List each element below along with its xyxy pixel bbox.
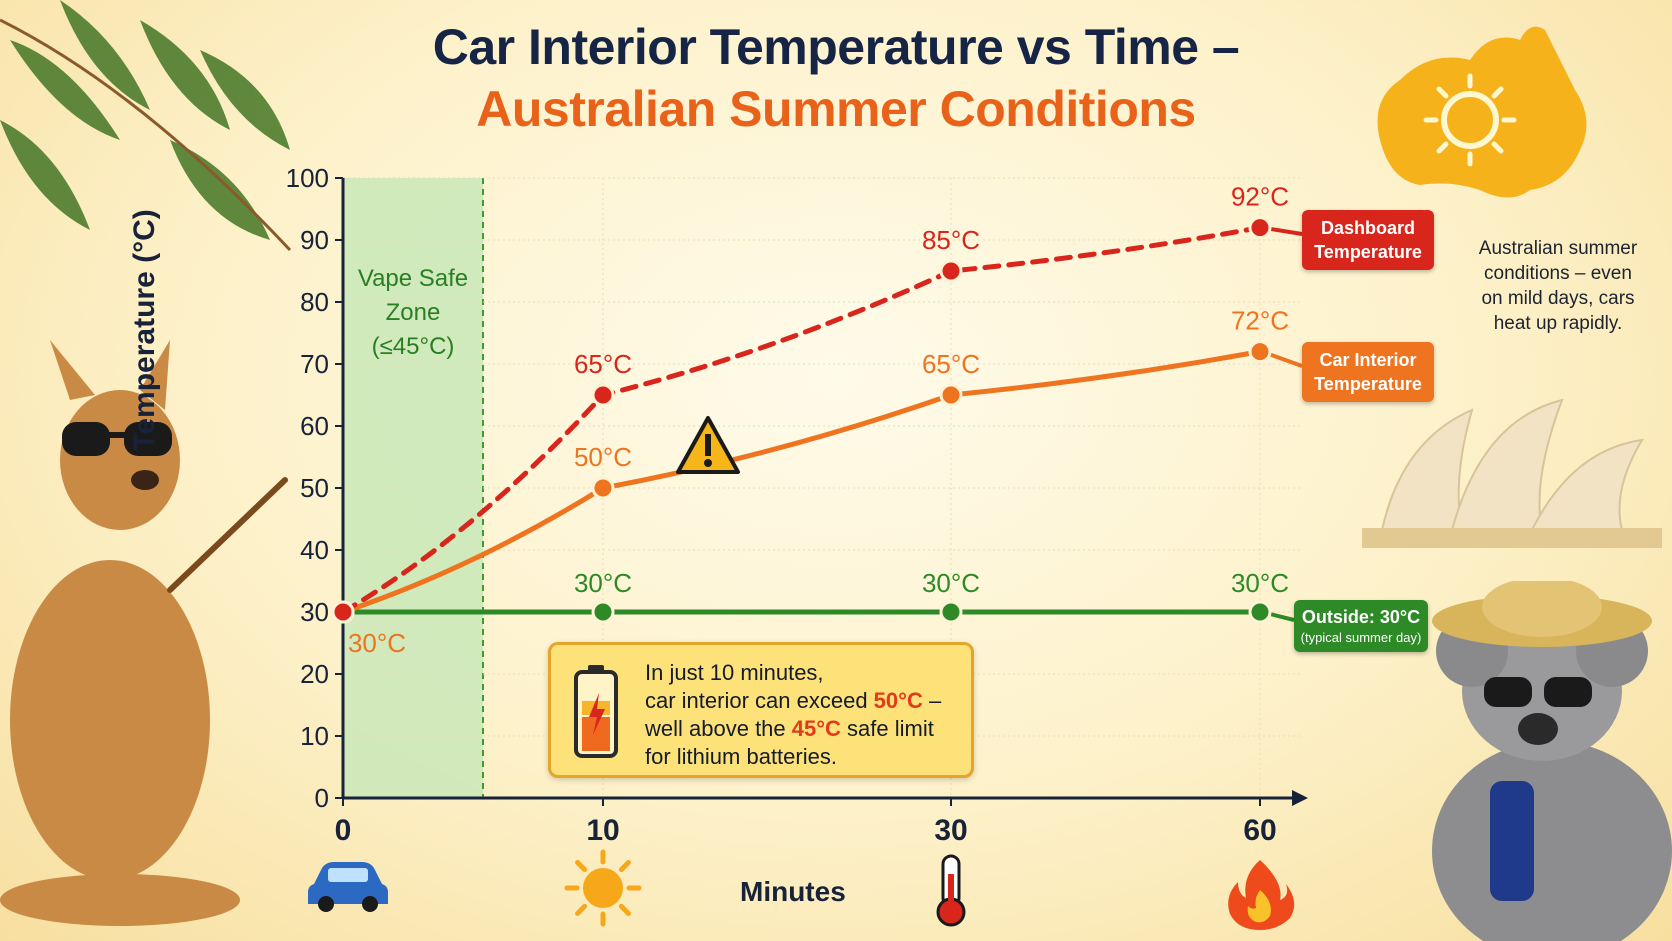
safe-zone-label-line: Zone xyxy=(385,299,441,326)
dashboard-point-label: 85°C xyxy=(922,225,980,255)
fire-inner xyxy=(1247,890,1271,923)
kangaroo-illustration xyxy=(0,340,288,926)
x-tick-label: 0 xyxy=(335,814,352,847)
outside-data-point xyxy=(1248,600,1272,624)
dashboard-callout: Dashboard Temperature xyxy=(1302,210,1434,270)
dashboard-data-point xyxy=(591,383,615,407)
x-tick-label: 60 xyxy=(1243,814,1276,847)
y-tick-label: 90 xyxy=(300,225,329,255)
side-note: Australian summer conditions – even on m… xyxy=(1458,236,1658,336)
warning-line: for lithium batteries. xyxy=(645,744,837,769)
sun-ray xyxy=(575,860,588,873)
safe-zone-label: Vape Safe Zone (≤45°C) xyxy=(350,262,476,364)
sun-ray xyxy=(618,860,631,873)
interior-point-label: 72°C xyxy=(1231,306,1289,336)
dashboard-point-label: 65°C xyxy=(574,349,632,379)
interior-callout-line: Temperature xyxy=(1314,374,1422,394)
warning-text-part: car interior can exceed xyxy=(645,688,874,713)
side-note-line: on mild days, cars xyxy=(1481,288,1635,309)
x-tick-label: 10 xyxy=(586,814,619,847)
side-note-line: heat up rapidly. xyxy=(1493,313,1623,334)
warning-mark xyxy=(705,434,711,456)
outside-point-label: 30°C xyxy=(574,568,632,598)
car-icon xyxy=(308,862,388,912)
warning-text-part: well above the xyxy=(645,716,792,741)
warning-hot-value: 50°C xyxy=(873,688,923,713)
thermometer-mercury xyxy=(948,874,954,910)
warning-line: In just 10 minutes, xyxy=(645,660,824,685)
outside-point-label: 30°C xyxy=(922,568,980,598)
interior-series-line xyxy=(340,349,1263,615)
outside-point-label: 30°C xyxy=(1231,568,1289,598)
car-window xyxy=(328,868,368,882)
warning-text: In just 10 minutes, car interior can exc… xyxy=(645,659,975,771)
outside-callout-sub: (typical summer day) xyxy=(1300,630,1422,645)
side-note-line: conditions – even xyxy=(1484,263,1632,284)
outside-callout-main: Outside: 30°C xyxy=(1301,607,1421,627)
y-axis-title: Temperature (°C) xyxy=(128,209,161,451)
y-tick-label: 20 xyxy=(300,659,329,689)
chart-title: Car Interior Temperature vs Time – xyxy=(432,19,1240,75)
side-note-line: Australian summer xyxy=(1478,238,1638,259)
opera-house-decoration xyxy=(1362,398,1662,548)
safe-zone-label-line: (≤45°C) xyxy=(371,333,455,360)
dashboard-data-point xyxy=(1248,216,1272,240)
gum-leaves-decoration xyxy=(0,0,292,252)
interior-data-point xyxy=(591,476,615,500)
interior-data-point xyxy=(939,383,963,407)
y-tick-label: 40 xyxy=(300,535,329,565)
interior-callout: Car Interior Temperature xyxy=(1302,342,1434,402)
outside-data-point xyxy=(939,600,963,624)
y-tick-label: 10 xyxy=(300,721,329,751)
warning-text-part: safe limit xyxy=(840,716,934,741)
thermometer-icon xyxy=(936,854,966,927)
dashboard-callout-line: Temperature xyxy=(1314,242,1422,262)
warning-line: well above the 45°C safe limit xyxy=(645,715,975,743)
fire-icon xyxy=(1228,860,1295,930)
car-wheel xyxy=(318,896,334,912)
title-block: Car Interior Temperature vs Time – Austr… xyxy=(0,18,1672,138)
x-axis-title: Minutes xyxy=(740,876,846,907)
warning-hot-value: 45°C xyxy=(791,716,841,741)
outside-data-point xyxy=(591,600,615,624)
x-tick-label: 30 xyxy=(934,814,967,847)
car-wheel xyxy=(362,896,378,912)
interior-point-label: 50°C xyxy=(574,442,632,472)
interior-point-label: 30°C xyxy=(348,628,406,658)
koala-illustration xyxy=(1432,581,1672,941)
sun-ray xyxy=(618,903,631,916)
interior-point-label: 65°C xyxy=(922,349,980,379)
interior-data-point xyxy=(1248,340,1272,364)
australia-sun-map-icon xyxy=(1377,26,1587,198)
x-axis-arrow xyxy=(1292,790,1308,806)
dashboard-data-point xyxy=(939,259,963,283)
dashboard-series-line xyxy=(340,225,1263,615)
warning-box: In just 10 minutes, car interior can exc… xyxy=(548,642,974,778)
y-tick-label: 30 xyxy=(300,597,329,627)
y-tick-label: 70 xyxy=(300,349,329,379)
y-tick-label: 100 xyxy=(286,163,329,193)
outside-callout: Outside: 30°C (typical summer day) xyxy=(1294,600,1428,652)
y-tick-label: 0 xyxy=(315,783,329,813)
sun-ray xyxy=(575,903,588,916)
safe-zone-label-line: Vape Safe xyxy=(357,265,469,292)
warning-line: car interior can exceed 50°C – xyxy=(645,687,975,715)
interior-callout-line: Car Interior xyxy=(1319,350,1417,370)
warning-triangle-icon xyxy=(676,416,740,474)
chart-subtitle: Australian Summer Conditions xyxy=(476,81,1196,137)
dashboard-point-label: 92°C xyxy=(1231,182,1289,212)
y-tick-label: 50 xyxy=(300,473,329,503)
y-tick-label: 80 xyxy=(300,287,329,317)
warning-dot xyxy=(704,459,712,467)
dashboard-callout-line: Dashboard xyxy=(1320,218,1416,238)
sun-icon xyxy=(564,849,642,927)
battery-icon xyxy=(574,665,618,758)
sun-disc xyxy=(583,868,623,908)
warning-text-part: – xyxy=(922,688,942,713)
dashboard-data-point xyxy=(331,600,355,624)
y-tick-label: 60 xyxy=(300,411,329,441)
